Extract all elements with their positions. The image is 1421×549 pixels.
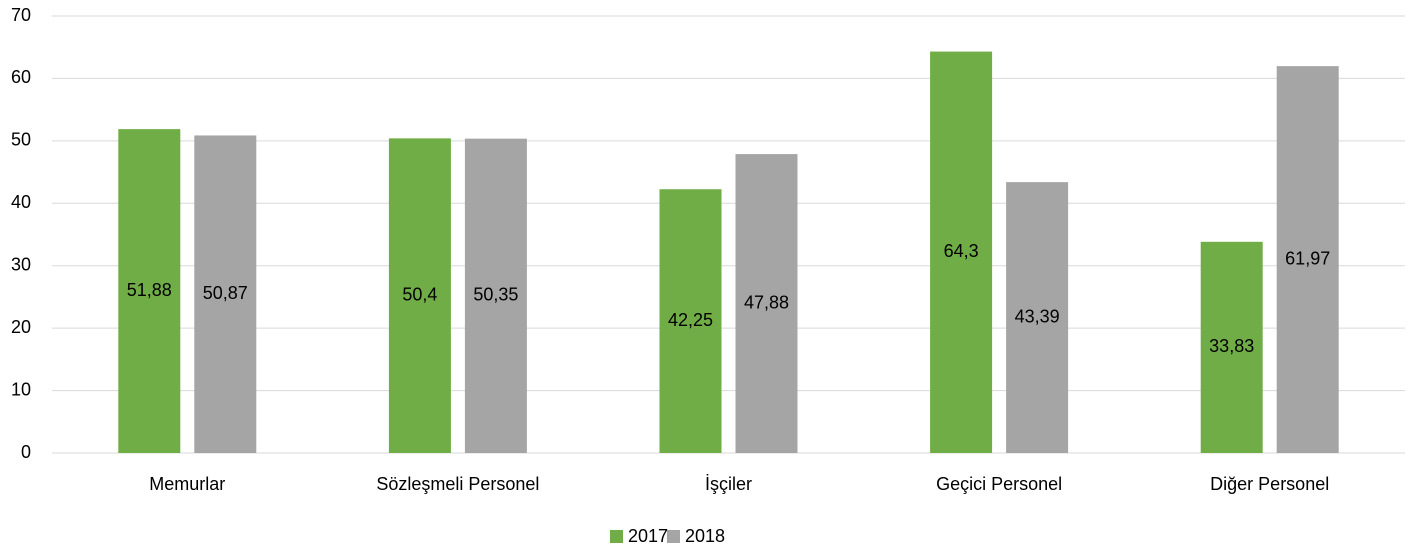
bar: [1006, 182, 1069, 453]
value-label: 50,87: [203, 283, 248, 303]
y-tick-label: 20: [11, 317, 31, 337]
value-label: 50,4: [402, 284, 437, 304]
bar: [1200, 241, 1263, 453]
value-label: 64,3: [944, 241, 979, 261]
value-label: 50,35: [473, 285, 518, 305]
x-tick-label: Sözleşmeli Personel: [376, 474, 539, 494]
bar: [930, 51, 993, 453]
bar: [659, 189, 722, 453]
y-tick-label: 30: [11, 254, 31, 274]
x-tick-label: İşçiler: [705, 474, 752, 494]
y-tick-label: 40: [11, 192, 31, 212]
value-label: 51,88: [127, 280, 172, 300]
bar: [388, 138, 451, 454]
value-label: 33,83: [1209, 336, 1254, 356]
legend-label: 2017: [628, 526, 668, 546]
bar: [118, 129, 181, 453]
y-tick-label: 0: [21, 442, 31, 462]
bar: [735, 154, 798, 454]
y-tick-label: 60: [11, 67, 31, 87]
x-tick-label: Diğer Personel: [1210, 474, 1329, 494]
y-tick-label: 10: [11, 379, 31, 399]
legend-swatch: [610, 530, 623, 543]
y-tick-label: 50: [11, 130, 31, 150]
bar: [1276, 66, 1339, 454]
x-tick-label: Memurlar: [149, 474, 225, 494]
legend-swatch: [667, 530, 680, 543]
x-tick-label: Geçici Personel: [936, 474, 1062, 494]
y-tick-label: 70: [11, 5, 31, 25]
value-label: 47,88: [744, 292, 789, 312]
bar: [194, 135, 257, 454]
value-label: 42,25: [668, 310, 713, 330]
legend-label: 2018: [685, 526, 725, 546]
bar: [464, 138, 527, 453]
value-label: 43,39: [1015, 306, 1060, 326]
value-label: 61,97: [1285, 248, 1330, 268]
